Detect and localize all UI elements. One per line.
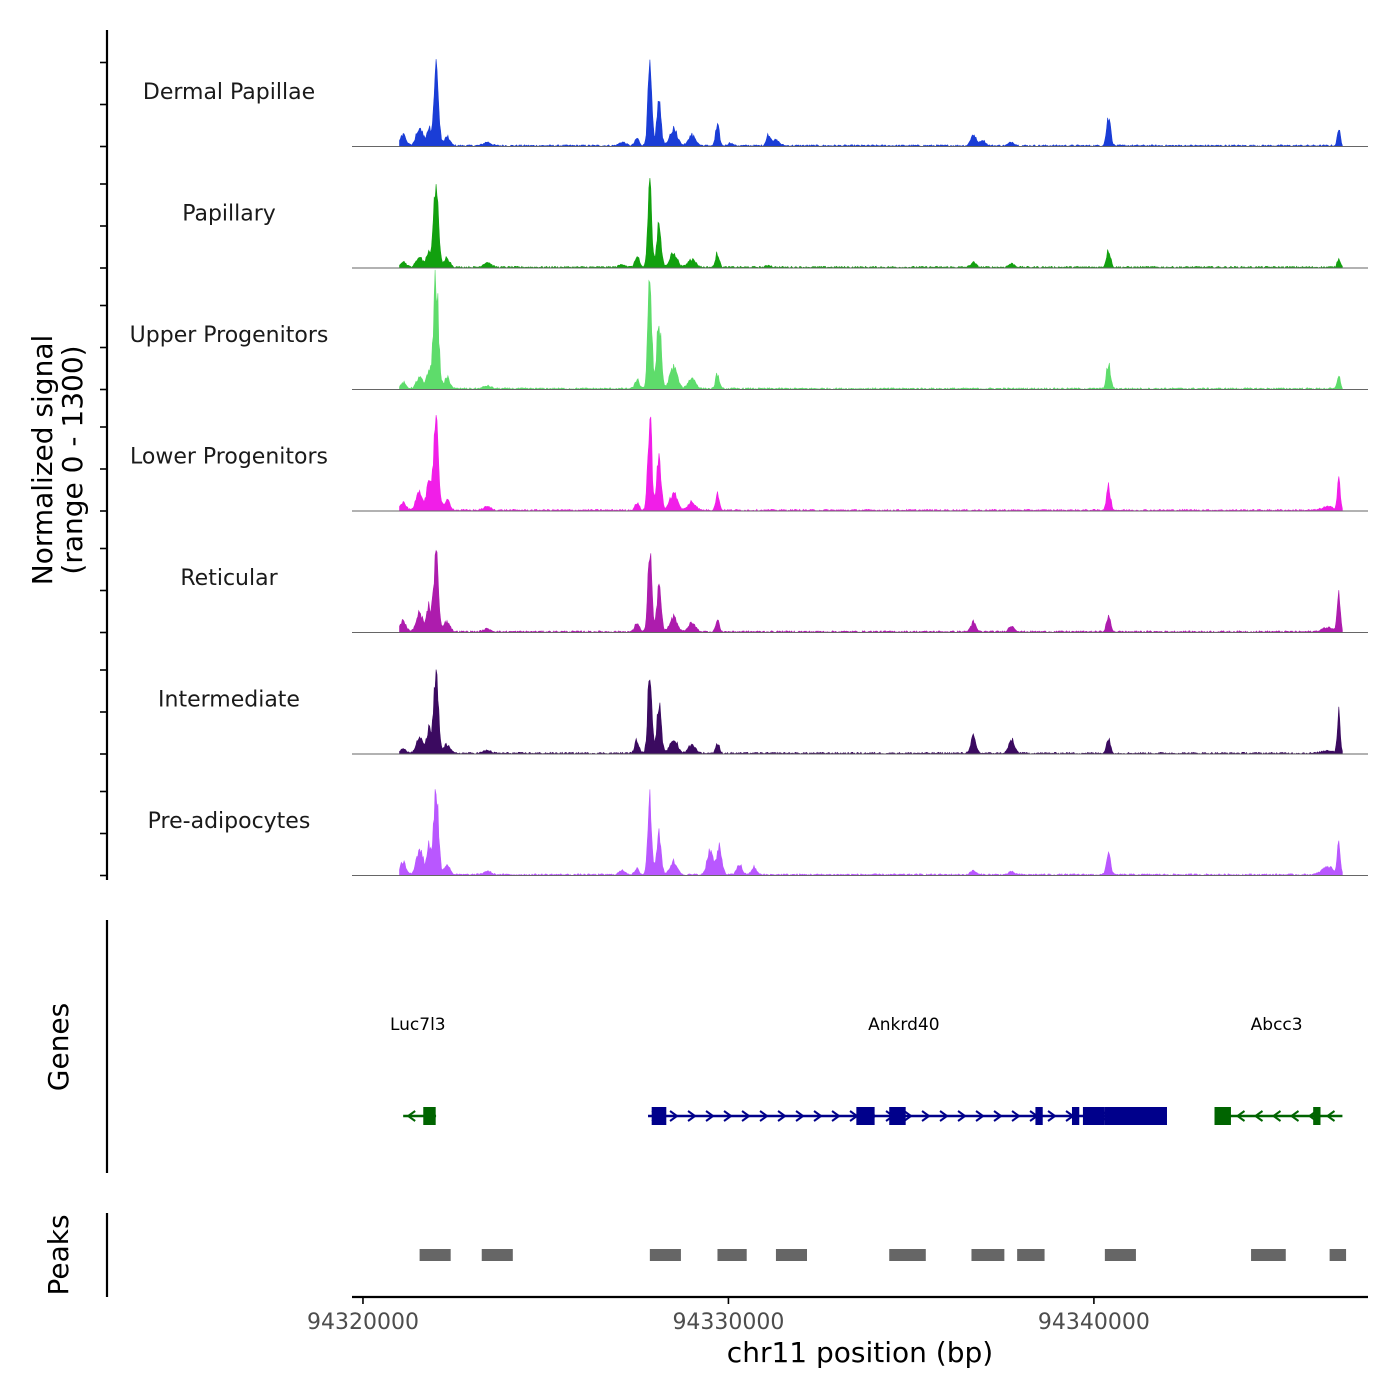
exon [1082,1107,1105,1125]
strand-chevron [975,1110,985,1122]
y-axis-title-range: (range 0 - 1300) [56,345,89,574]
peak-track [419,1249,1347,1261]
exon [1071,1107,1080,1125]
strand-chevron [1271,1110,1282,1122]
gene-abcc3: Abcc3 [1214,1015,1343,1125]
peak-region [775,1249,808,1261]
strand-chevron [813,1110,823,1122]
strand-chevron [957,1110,967,1122]
strand-chevron [777,1110,787,1122]
gene-label-abcc3: Abcc3 [1251,1015,1303,1035]
peak-region [481,1249,513,1261]
track-label-pre-adipocytes: Pre-adipocytes [148,809,311,834]
track-pre-adipocytes: Pre-adipocytes [148,789,1368,877]
exon [856,1107,875,1125]
x-axis: 94320000 94330000 94340000 [307,1295,1368,1335]
signal-area-dermal-papillae [399,59,1343,148]
gene-track: Luc7l3 Ankrd40 Abcc3 [390,1015,1343,1125]
genes-axis-title: Genes [42,1003,75,1091]
exon [1313,1107,1321,1125]
track-upper-progenitors: Upper Progenitors [130,269,1368,391]
strand-chevron [795,1110,805,1122]
track-label-reticular: Reticular [180,566,278,591]
track-label-papillary: Papillary [182,202,276,227]
exon [423,1107,436,1125]
strand-chevron [687,1110,697,1122]
peak-region [717,1249,747,1261]
peak-region [1329,1249,1347,1261]
strand-chevron [939,1110,949,1122]
strand-chevron [741,1110,751,1122]
track-papillary: Papillary [182,177,1368,269]
track-label-intermediate: Intermediate [158,688,300,713]
peak-region [649,1249,681,1261]
signal-area-papillary [399,177,1343,269]
gene-luc7l3: Luc7l3 [390,1015,446,1125]
gene-label-ankrd40: Ankrd40 [868,1015,939,1035]
exon [889,1107,906,1125]
strand-chevron [831,1110,841,1122]
signal-area-lower-progenitors [399,415,1343,512]
track-label-lower-progenitors: Lower Progenitors [130,445,328,470]
signal-area-reticular [399,549,1343,634]
exon [1104,1107,1167,1125]
peak-region [889,1249,926,1261]
y-axis [100,30,109,1297]
strand-chevron [669,1110,679,1122]
track-dermal-papillae: Dermal Papillae [143,59,1368,148]
signal-area-intermediate [399,669,1343,755]
exon [1214,1107,1231,1125]
x-tick-label: 94320000 [307,1310,419,1335]
strand-chevron [759,1110,769,1122]
strand-chevron [993,1110,1003,1122]
track-lower-progenitors: Lower Progenitors [130,415,1368,512]
signal-tracks: Dermal Papillae Papillary Upper Progenitor… [130,59,1368,877]
track-label-dermal-papillae: Dermal Papillae [143,80,315,105]
strand-chevron [1047,1110,1057,1122]
track-reticular: Reticular [180,549,1368,634]
strand-chevron [705,1110,715,1122]
peak-region [419,1249,451,1261]
strand-chevron [1325,1110,1336,1122]
y-axis-title: Normalized signal [26,335,59,586]
track-label-upper-progenitors: Upper Progenitors [130,323,329,348]
peak-region [971,1249,1005,1261]
strand-chevron [903,1110,913,1122]
gene-label-luc7l3: Luc7l3 [390,1015,446,1035]
x-tick-label: 94330000 [672,1310,784,1335]
strand-chevron [723,1110,733,1122]
gene-ankrd40: Ankrd40 [648,1015,1167,1125]
exon [651,1107,667,1125]
track-intermediate: Intermediate [158,669,1368,755]
strand-chevron [1253,1110,1264,1122]
strand-chevron [1289,1110,1300,1122]
peak-region [1017,1249,1045,1261]
signal-area-upper-progenitors [399,269,1343,391]
exon [1035,1107,1043,1125]
peaks-axis-title: Peaks [42,1214,75,1295]
strand-chevron [406,1110,416,1122]
strand-chevron [1011,1110,1021,1122]
signal-area-pre-adipocytes [399,789,1343,877]
x-axis-title: chr11 position (bp) [727,1336,993,1369]
peak-region [1251,1249,1286,1261]
strand-chevron [1235,1110,1246,1122]
peak-region [1104,1249,1136,1261]
strand-chevron [921,1110,931,1122]
x-tick-label: 94340000 [1038,1310,1150,1335]
